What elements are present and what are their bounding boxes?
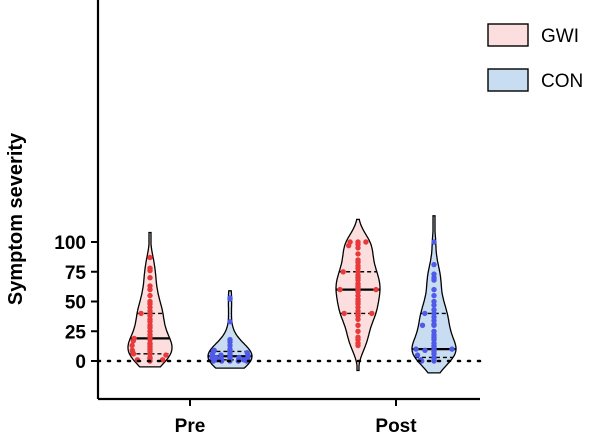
data-point [147,267,153,274]
data-point [373,286,379,293]
data-point [431,358,437,364]
data-point [147,254,153,261]
data-point [138,310,144,317]
data-point [355,328,361,334]
legend-label-gwi: GWI [541,26,579,47]
data-point [355,342,361,349]
data-point [431,261,437,268]
data-point [363,239,369,245]
data-point [413,346,419,352]
data-point [431,239,437,245]
data-point [337,286,343,293]
data-point [355,316,361,323]
data-point [243,358,250,364]
data-point [449,346,455,352]
data-point [431,292,437,299]
y-tick-label: 0 [75,352,86,373]
violin-con-pre [207,290,253,369]
data-point [147,292,153,299]
data-point [355,251,361,257]
y-tick-label: 75 [65,263,87,284]
legend-swatch-gwi [487,23,529,47]
y-tick-label: 25 [65,322,87,343]
data-point [431,322,437,328]
legend-label-con: CON [541,71,583,92]
data-point [147,275,153,281]
data-points [129,239,455,364]
data-point [219,358,225,364]
data-point [129,342,135,349]
violins [127,215,457,374]
data-point [355,245,361,251]
data-point [419,358,425,364]
x-tick-label: Pre [175,416,206,437]
data-point [163,352,169,358]
data-point [419,322,426,328]
legend-swatch-con [487,68,529,92]
data-point [369,310,375,317]
y-tick-label: 100 [54,233,86,254]
data-point [346,242,352,249]
data-point [130,338,136,344]
data-point [227,319,233,325]
data-point [414,352,421,358]
data-point [431,277,437,283]
data-point [355,322,361,328]
data-point [431,302,437,308]
data-point [159,357,166,363]
data-point [227,296,233,302]
data-point [341,310,347,317]
data-point [422,310,428,317]
data-point [130,351,137,357]
y-axis-title: Symptom severity [5,132,27,305]
data-point [210,358,217,364]
legend: GWI CON [487,23,583,92]
x-tick-label: Post [375,416,417,437]
data-point [431,286,437,293]
axes: 0 25 50 75 100 Pre Post [54,0,482,437]
data-point [340,269,346,275]
y-tick-label: 50 [65,293,86,314]
data-point [422,347,428,353]
data-point [147,286,153,293]
